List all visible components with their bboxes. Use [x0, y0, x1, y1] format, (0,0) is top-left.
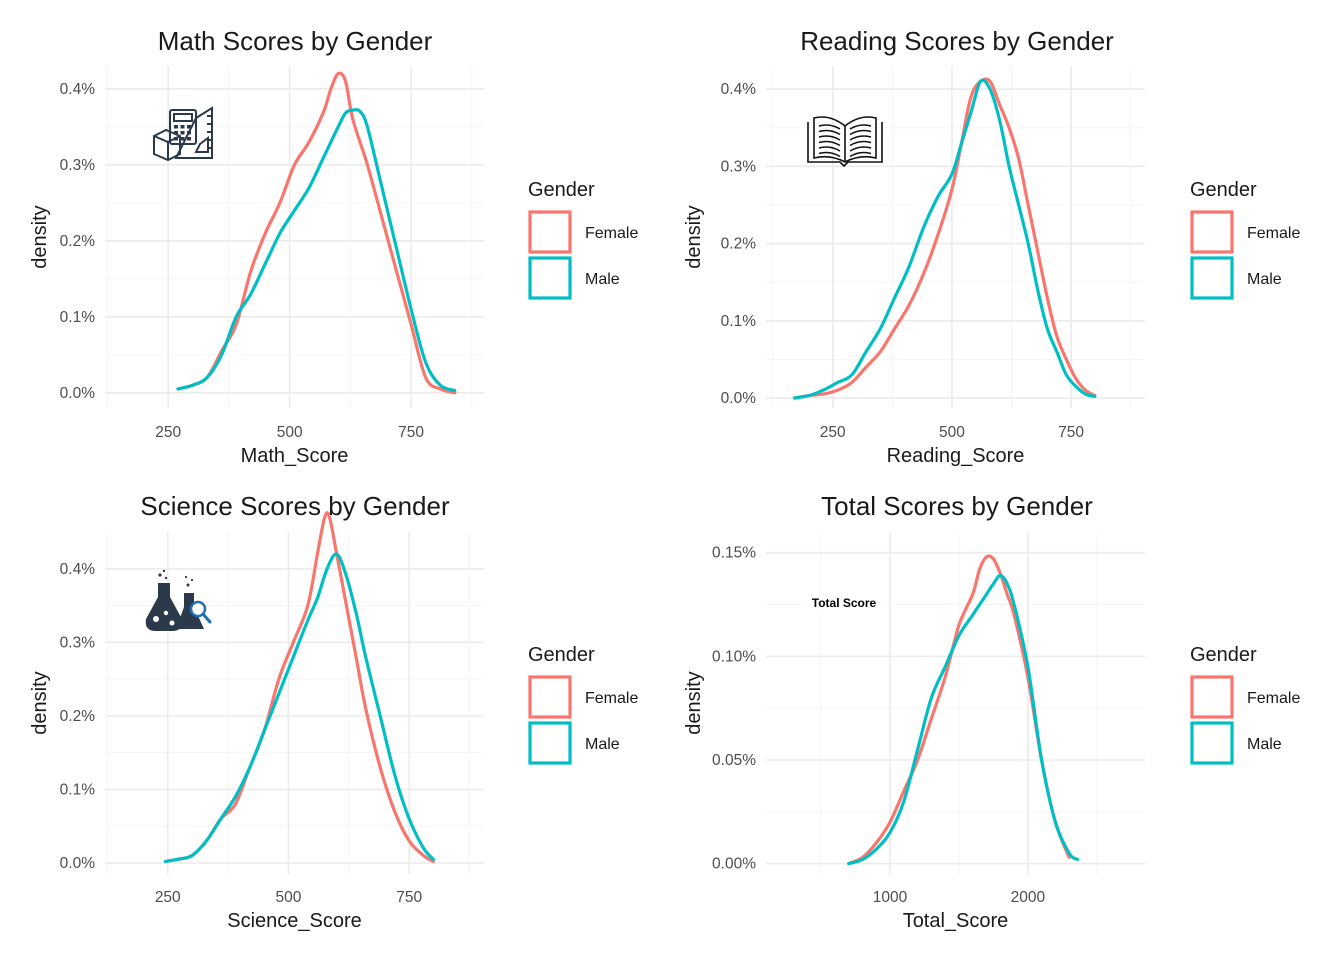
- x-tick-label: 2000: [1011, 889, 1046, 906]
- chart-title: Total Scores by Gender: [821, 491, 1093, 521]
- x-tick-label: 500: [276, 889, 302, 906]
- legend-title: Gender: [1190, 644, 1257, 666]
- x-tick-label: 250: [820, 424, 846, 441]
- density-line-male: [163, 552, 435, 864]
- y-tick-label: 0.0%: [60, 855, 96, 872]
- x-tick-label: 500: [277, 424, 303, 441]
- y-axis-title: density: [29, 671, 51, 734]
- legend-key-male: [528, 256, 572, 300]
- y-tick-label: 0.3%: [60, 157, 96, 174]
- x-tick-label: 250: [155, 424, 181, 441]
- y-axis-title: density: [29, 205, 51, 268]
- y-tick-label: 0.4%: [60, 561, 96, 578]
- chart-title: Math Scores by Gender: [158, 26, 433, 56]
- annotation-text: Total Score: [812, 596, 877, 610]
- x-tick-label: 750: [398, 424, 424, 441]
- density-line-male: [793, 78, 1097, 400]
- y-tick-label: 0.00%: [712, 856, 756, 873]
- legend-title: Gender: [528, 644, 595, 666]
- y-axis-title: density: [683, 205, 705, 268]
- chart-panel-3: 250 500 750 0.0% 0.1% 0.2% 0.3% 0.4% Science Sco…: [29, 491, 638, 932]
- y-tick-label: 0.2%: [60, 233, 96, 250]
- y-tick-label: 0.1%: [60, 781, 96, 798]
- y-axis-title: density: [683, 671, 705, 734]
- chart-title: Reading Scores by Gender: [800, 26, 1114, 56]
- y-tick-label: 0.4%: [60, 81, 96, 98]
- legend-key-female: [1190, 675, 1234, 719]
- density-line-female: [163, 511, 435, 864]
- legend-key-male: [528, 721, 572, 765]
- x-axis-title: Total_Score: [903, 910, 1009, 932]
- y-tick-label: 0.0%: [721, 390, 757, 407]
- density-line-female: [793, 77, 1097, 400]
- density-line-female: [176, 71, 457, 395]
- legend-title: Gender: [528, 179, 595, 201]
- density-line-female: [847, 554, 1071, 866]
- x-axis-title: Math_Score: [241, 445, 349, 467]
- x-tick-label: 250: [155, 889, 181, 906]
- y-tick-label: 0.3%: [721, 158, 757, 175]
- chart-panel-4: 1000 2000 0.00% 0.05% 0.10% 0.15% Total Score T…: [683, 491, 1300, 932]
- x-tick-label: 1000: [873, 889, 908, 906]
- legend-label-female: Female: [1247, 225, 1300, 242]
- y-tick-label: 0.0%: [60, 385, 96, 402]
- y-tick-label: 0.05%: [712, 752, 756, 769]
- legend-label-female: Female: [585, 225, 638, 242]
- x-tick-label: 500: [939, 424, 965, 441]
- legend-key-female: [528, 210, 572, 254]
- chart-panel-1: 250 500 750 0.0% 0.1% 0.2% 0.3% 0.4% Math Scores…: [29, 26, 638, 467]
- legend-title: Gender: [1190, 179, 1257, 201]
- legend-key-female: [528, 675, 572, 719]
- density-line-male: [176, 108, 457, 393]
- legend-label-male: Male: [585, 736, 620, 753]
- y-tick-label: 0.2%: [721, 236, 757, 253]
- legend-label-male: Male: [1247, 736, 1282, 753]
- legend-label-female: Female: [585, 690, 638, 707]
- x-axis-title: Science_Score: [227, 910, 362, 932]
- x-tick-label: 750: [396, 889, 422, 906]
- y-tick-label: 0.4%: [721, 81, 757, 98]
- y-tick-label: 0.3%: [60, 634, 96, 651]
- y-tick-label: 0.2%: [60, 708, 96, 725]
- calculator-ruler-icon: [153, 106, 213, 162]
- book-icon: [807, 116, 883, 168]
- legend: Gender Female Male: [1190, 644, 1300, 765]
- legend: Gender Female Male: [528, 644, 638, 765]
- x-axis-title: Reading_Score: [887, 445, 1025, 467]
- legend-key-female: [1190, 210, 1234, 254]
- y-tick-label: 0.10%: [712, 648, 756, 665]
- y-tick-label: 0.1%: [721, 313, 757, 330]
- legend: Gender Female Male: [1190, 179, 1300, 300]
- legend-key-male: [1190, 721, 1234, 765]
- chart-title: Science Scores by Gender: [140, 491, 450, 521]
- density-line-male: [847, 573, 1080, 866]
- legend-label-male: Male: [1247, 271, 1282, 288]
- x-tick-label: 750: [1058, 424, 1084, 441]
- legend: Gender Female Male: [528, 179, 638, 300]
- annotation-box: [804, 592, 884, 612]
- legend-label-female: Female: [1247, 690, 1300, 707]
- y-tick-label: 0.15%: [712, 545, 756, 562]
- lab-flasks-icon: [145, 569, 212, 631]
- legend-label-male: Male: [585, 271, 620, 288]
- chart-panel-2: 250 500 750 0.0% 0.1% 0.2% 0.3% 0.4% Reading Sco…: [683, 26, 1300, 467]
- legend-key-male: [1190, 256, 1234, 300]
- y-tick-label: 0.1%: [60, 309, 96, 326]
